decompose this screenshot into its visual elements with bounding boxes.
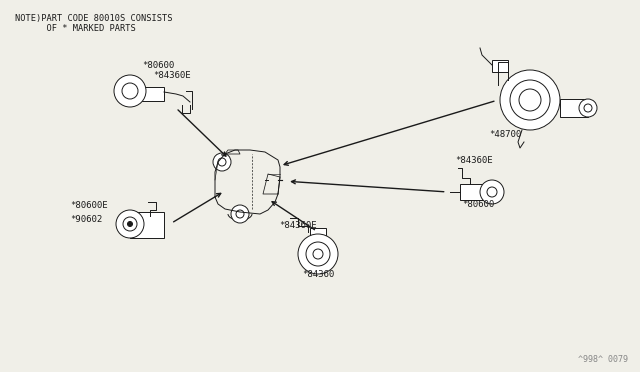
Circle shape <box>500 70 560 130</box>
Circle shape <box>123 217 137 231</box>
Text: *84360E: *84360E <box>455 156 493 165</box>
Circle shape <box>519 89 541 111</box>
Bar <box>492 60 508 72</box>
Bar <box>310 228 326 236</box>
Circle shape <box>116 210 144 238</box>
Circle shape <box>122 83 138 99</box>
Circle shape <box>213 153 231 171</box>
Circle shape <box>218 158 226 166</box>
Text: *80600E: *80600E <box>70 202 108 211</box>
Circle shape <box>313 249 323 259</box>
Bar <box>132 87 164 101</box>
Circle shape <box>510 80 550 120</box>
Circle shape <box>480 180 504 204</box>
Circle shape <box>487 187 497 197</box>
Bar <box>460 184 492 200</box>
Text: *48700: *48700 <box>489 130 521 139</box>
Text: *90602: *90602 <box>70 215 102 224</box>
Text: NOTE)PART CODE 80010S CONSISTS: NOTE)PART CODE 80010S CONSISTS <box>15 14 173 23</box>
Text: *84360E: *84360E <box>153 71 191 80</box>
Circle shape <box>114 75 146 107</box>
Text: ^998^ 0079: ^998^ 0079 <box>578 355 628 364</box>
Circle shape <box>584 104 592 112</box>
Circle shape <box>236 210 244 218</box>
Bar <box>560 99 588 117</box>
Circle shape <box>306 242 330 266</box>
Text: *80600: *80600 <box>142 61 174 70</box>
Bar <box>130 212 164 238</box>
Text: *84360E: *84360E <box>279 221 317 230</box>
Circle shape <box>298 234 338 274</box>
Text: OF * MARKED PARTS: OF * MARKED PARTS <box>15 24 136 33</box>
Circle shape <box>579 99 597 117</box>
Circle shape <box>231 205 249 223</box>
Text: *84360: *84360 <box>302 270 334 279</box>
Circle shape <box>127 221 132 227</box>
Text: *80600: *80600 <box>462 200 494 209</box>
